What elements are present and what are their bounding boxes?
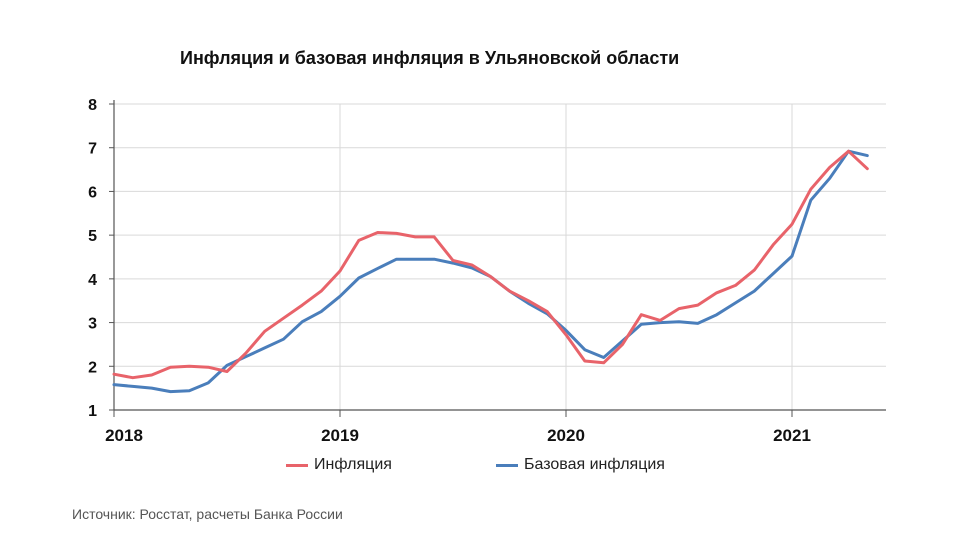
legend-label-core-inflation: Базовая инфляция: [524, 456, 665, 473]
y-tick-label: 5: [88, 228, 97, 245]
series-lines: [112, 149, 869, 394]
y-tick-label: 6: [88, 184, 97, 201]
x-tick-label: 2019: [321, 426, 359, 445]
x-tick-label: 2018: [105, 426, 143, 445]
series-line-inflation: [112, 149, 869, 380]
y-tick-label: 1: [88, 403, 97, 420]
x-tick-label: 2021: [773, 426, 811, 445]
legend-item-core-inflation: Базовая инфляция: [496, 455, 665, 475]
y-tick-label: 8: [88, 97, 97, 114]
y-tick-label: 4: [88, 272, 97, 289]
x-tick-label: 2020: [547, 426, 585, 445]
source-note: Источник: Росстат, расчеты Банка России: [72, 506, 343, 522]
legend-swatch-core-inflation: [496, 463, 518, 467]
legend-item-inflation: Инфляция: [286, 455, 392, 475]
chart-title: Инфляция и базовая инфляция в Ульяновско…: [180, 48, 680, 68]
axes: 1 2 3 4 5 6 7 8 2018 2019 2020 2021: [88, 97, 886, 445]
y-tick-label: 3: [88, 316, 97, 333]
legend-label-inflation: Инфляция: [314, 456, 392, 473]
legend-swatch-inflation: [286, 463, 308, 467]
y-tick-label: 7: [88, 141, 97, 158]
y-tick-label: 2: [88, 359, 97, 376]
